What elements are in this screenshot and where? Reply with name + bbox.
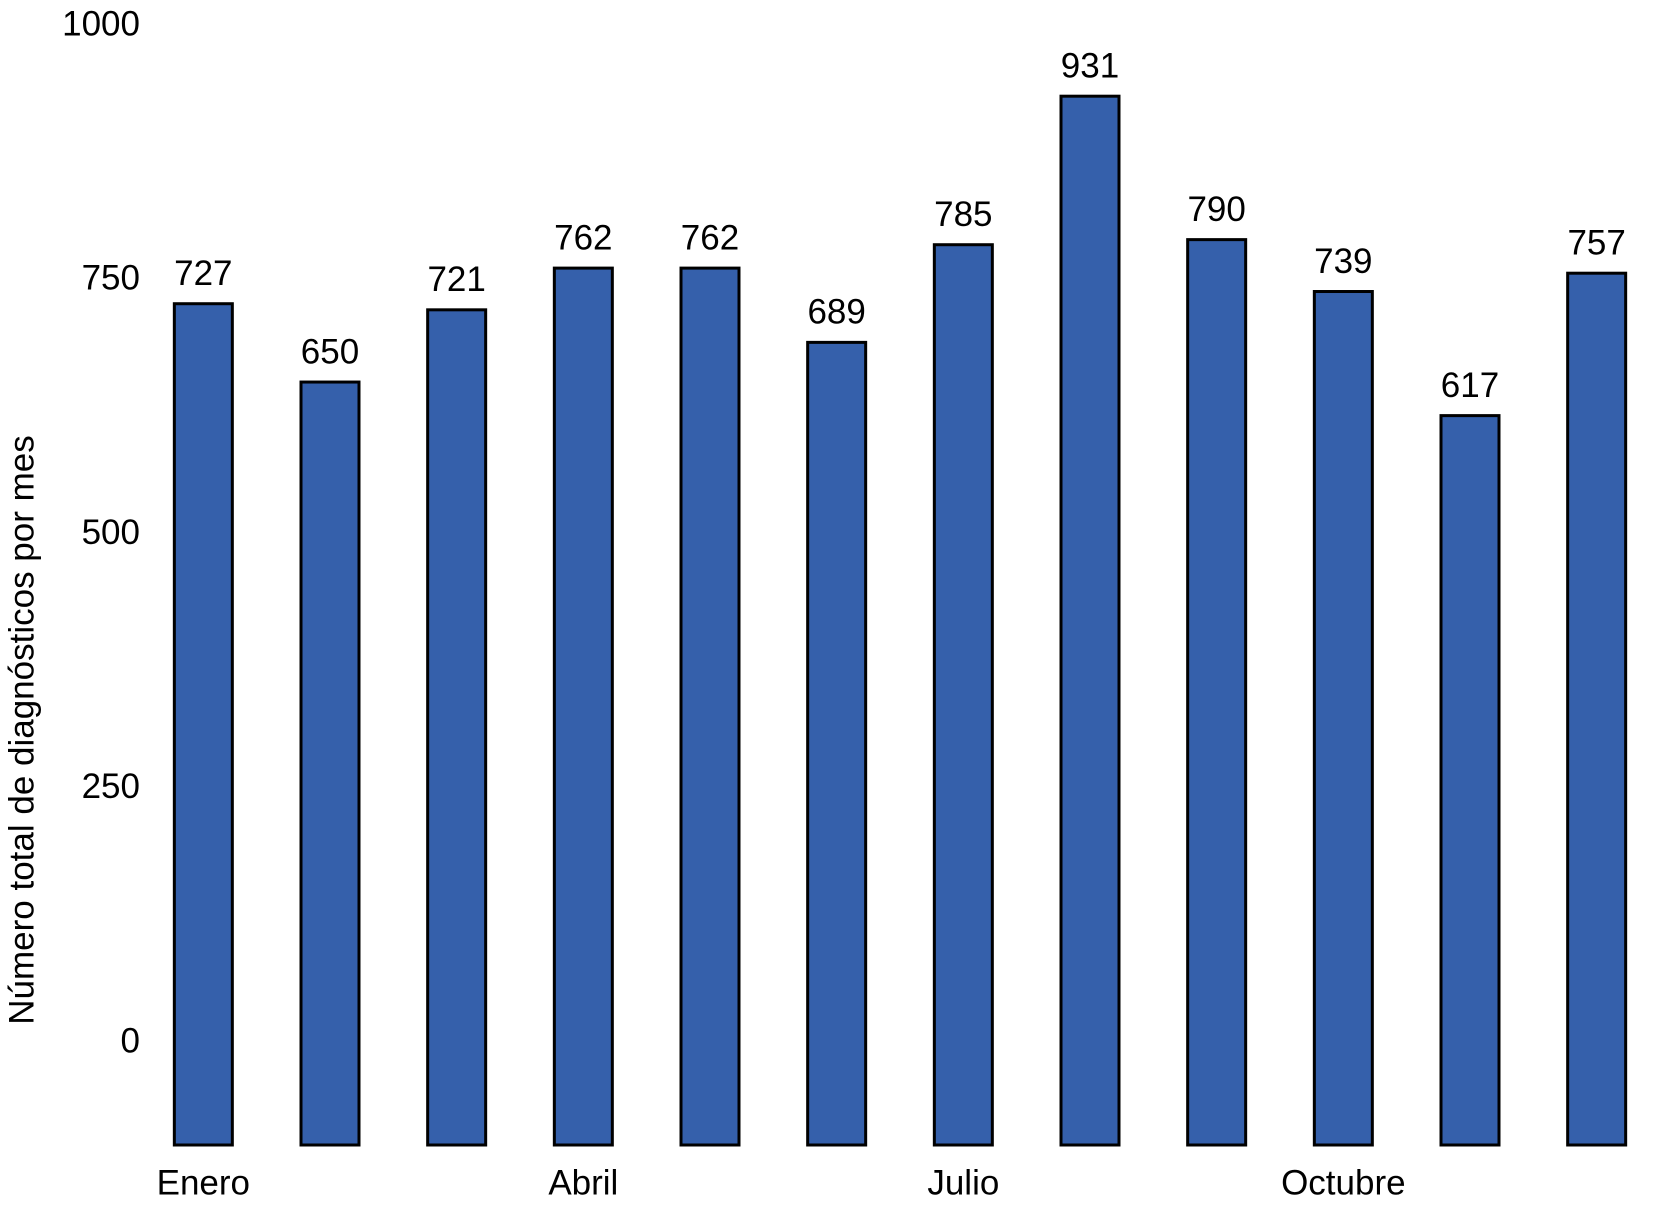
y-tick-label: 0 — [121, 1022, 140, 1061]
data-label: 721 — [427, 260, 485, 299]
bar — [1059, 94, 1121, 1147]
x-tick-label: Enero — [157, 1163, 250, 1202]
bar — [1566, 271, 1628, 1147]
data-label: 739 — [1314, 242, 1372, 281]
data-label: 689 — [807, 293, 865, 332]
x-tick-label: Octubre — [1281, 1163, 1406, 1202]
data-label: 762 — [681, 218, 739, 257]
bar — [1312, 290, 1374, 1147]
y-tick-label: 1000 — [62, 4, 140, 43]
data-label: 762 — [554, 218, 612, 257]
y-tick-label: 500 — [82, 513, 140, 552]
y-tick-label: 250 — [82, 767, 140, 806]
y-tick-label: 750 — [82, 259, 140, 298]
data-label: 785 — [934, 195, 992, 234]
data-label: 931 — [1061, 46, 1119, 85]
data-label: 727 — [174, 254, 232, 293]
x-tick-label: Abril — [548, 1163, 618, 1202]
data-label: 757 — [1567, 223, 1625, 262]
bar — [806, 340, 868, 1147]
data-label: 617 — [1441, 366, 1499, 405]
x-tick-label: Julio — [927, 1163, 999, 1202]
data-label: 650 — [301, 332, 359, 371]
bar — [299, 380, 361, 1147]
bar — [932, 243, 994, 1147]
bar — [679, 266, 741, 1147]
bar — [1439, 414, 1501, 1147]
bar — [172, 302, 234, 1147]
bar — [552, 266, 614, 1147]
bar — [426, 308, 488, 1147]
data-label: 790 — [1187, 190, 1245, 229]
y-axis-label: Número total de diagnósticos por mes — [2, 435, 41, 1024]
bar — [1186, 238, 1248, 1147]
